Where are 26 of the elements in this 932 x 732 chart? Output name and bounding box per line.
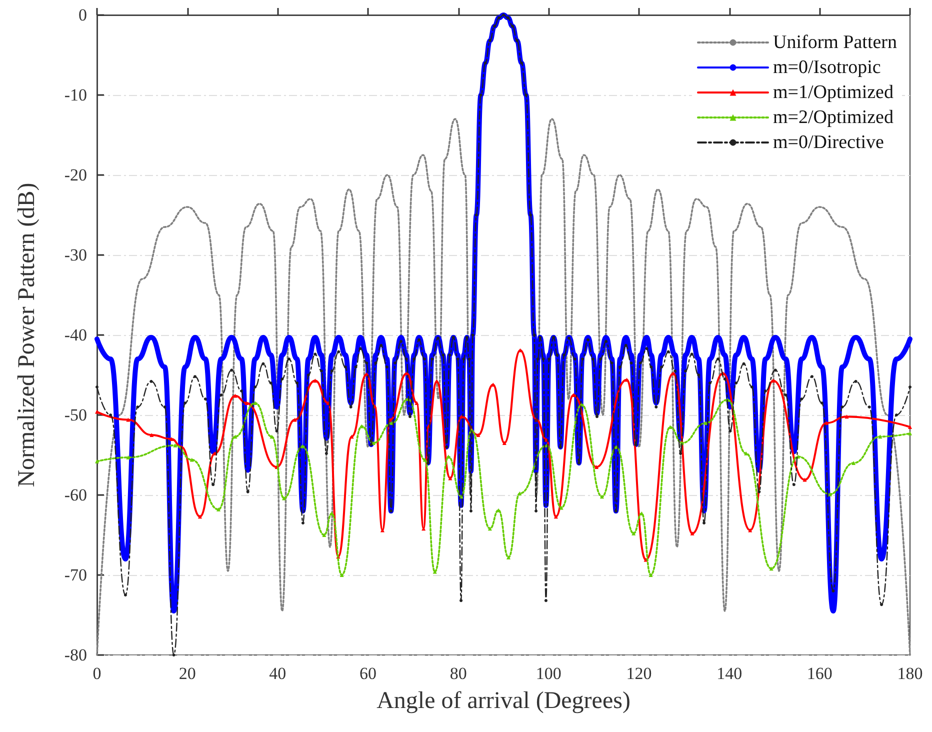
y-tick-label: 0	[78, 6, 87, 24]
y-tick-label: -70	[64, 566, 87, 584]
x-tick-label: 160	[806, 664, 832, 683]
y-tick-label: -60	[64, 486, 87, 504]
x-axis-title: Angle of arrival (Degrees)	[376, 688, 630, 714]
legend-label: m=1/Optimized	[773, 82, 894, 103]
x-tick-label: 20	[178, 664, 196, 683]
y-tick-label: -30	[64, 246, 87, 264]
y-tick-label: -50	[64, 406, 87, 424]
legend-label: m=0/Directive	[773, 132, 884, 153]
y-tick-label: -20	[64, 166, 87, 184]
x-tick-label: 40	[269, 664, 286, 683]
x-tick-label: 60	[360, 664, 376, 683]
legend-label: m=2/Optimized	[773, 107, 894, 128]
y-axis-title: Normalized Power Pattern (dB)	[14, 182, 40, 488]
y-tick-label: -80	[64, 646, 87, 664]
x-tick-label: 140	[716, 664, 742, 683]
y-tick-label: -40	[64, 326, 87, 344]
x-tick-label: 80	[450, 664, 467, 683]
legend-label: Uniform Pattern	[773, 32, 898, 53]
x-tick-label: 180	[897, 664, 923, 683]
x-tick-label: 0	[92, 664, 102, 683]
x-tick-label: 100	[536, 664, 562, 683]
legend-label: m=0/Isotropic	[773, 57, 881, 78]
x-tick-label: 120	[626, 664, 652, 683]
y-tick-label: -10	[64, 86, 87, 104]
